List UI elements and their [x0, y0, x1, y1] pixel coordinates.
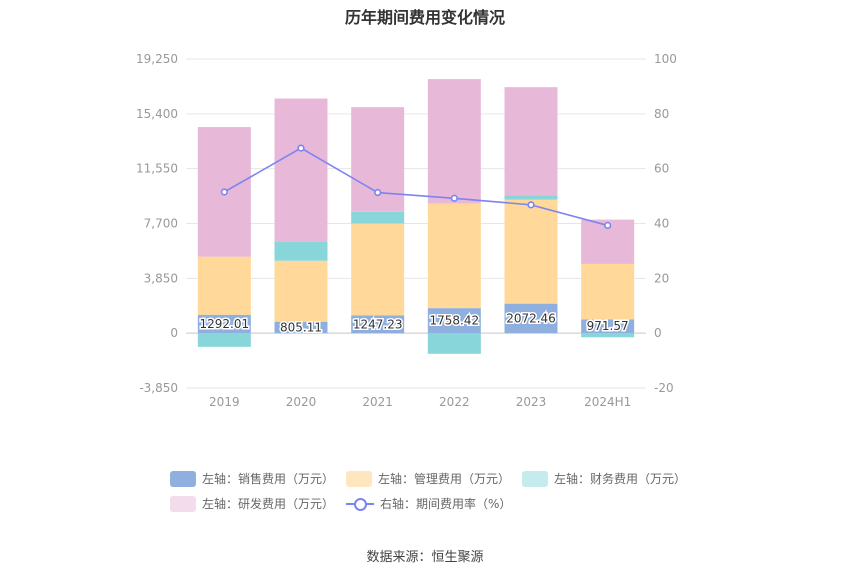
rate-point[interactable] — [374, 188, 382, 197]
bar-admin[interactable] — [581, 263, 635, 320]
legend-label-rd: 左轴：研发费用（万元） — [202, 497, 335, 511]
sales-data-label: 1292.01 — [200, 317, 250, 331]
bar-sales[interactable] — [274, 321, 328, 334]
legend-swatch-rd — [170, 495, 196, 512]
x-axis-tick-label: 2024H1 — [584, 395, 631, 409]
bar-sales[interactable] — [351, 315, 405, 334]
right-axis-tick-label: 80 — [654, 107, 669, 121]
legend-label-sales: 左轴：销售费用（万元） — [202, 472, 335, 486]
legend-item-admin[interactable]: 左轴：管理费用（万元） — [346, 470, 510, 487]
bar-finance[interactable] — [581, 333, 635, 338]
chart-plot: 19,250 100 15,400 80 11,550 60 7,700 40 3,850 20 0… — [136, 52, 677, 409]
x-axis-tick-label: 2019 — [209, 395, 240, 409]
rate-point[interactable] — [450, 194, 458, 202]
legend-item-finance[interactable]: 左轴：财务费用（万元） — [522, 470, 686, 487]
left-axis-tick-label: 15,400 — [136, 107, 178, 121]
bar-rd[interactable] — [504, 87, 558, 196]
bar-sales[interactable] — [504, 303, 558, 334]
sales-data-label: 971.57 — [587, 319, 629, 333]
legend: 左轴：销售费用（万元） 左轴：管理费用（万元） 左轴：财务费用（万元） 左轴：研… — [170, 470, 690, 520]
bar-sales[interactable] — [197, 314, 251, 334]
bar-admin[interactable] — [427, 203, 481, 309]
legend-label-rate: 右轴：期间费用率（%） — [380, 497, 512, 511]
rate-point[interactable] — [220, 188, 228, 196]
sales-data-label: 1758.42 — [430, 314, 480, 328]
bar-rd[interactable] — [274, 98, 328, 242]
left-axis-tick-label: -3,850 — [139, 381, 178, 395]
sales-data-label: 805.11 — [280, 320, 322, 334]
bar-finance[interactable] — [504, 195, 558, 200]
left-axis-tick-label: 11,550 — [136, 162, 178, 176]
x-axis-tick-label: 2023 — [516, 395, 547, 409]
bar-admin[interactable] — [197, 256, 251, 315]
sales-data-label: 1247.23 — [353, 317, 403, 331]
legend-item-rate[interactable]: 右轴：期间费用率（%） — [346, 495, 511, 512]
bar-admin[interactable] — [504, 199, 558, 304]
bar-sales[interactable] — [581, 319, 635, 334]
bar-finance[interactable] — [427, 333, 481, 354]
bar-finance[interactable] — [351, 211, 405, 224]
data-source: 数据来源：恒生聚源 — [366, 550, 484, 565]
legend-swatch-sales — [170, 470, 196, 487]
bar-sales[interactable] — [427, 308, 481, 334]
bar-rd[interactable] — [427, 79, 481, 204]
bar-rd[interactable] — [351, 107, 405, 212]
legend-item-sales[interactable]: 左轴：销售费用（万元） — [170, 470, 334, 487]
rate-line — [223, 147, 608, 227]
right-axis-tick-label: -20 — [654, 381, 674, 395]
rate-point[interactable] — [297, 144, 305, 152]
left-axis-tick-label: 0 — [170, 326, 178, 340]
right-axis-tick-label: 20 — [654, 271, 669, 285]
bar-finance[interactable] — [274, 241, 328, 261]
x-axis-tick-label: 2022 — [439, 395, 470, 409]
legend-item-rd[interactable]: 左轴：研发费用（万元） — [170, 495, 334, 512]
left-axis-tick-label: 19,250 — [136, 52, 178, 66]
legend-swatch-admin — [346, 470, 373, 487]
right-axis-tick-label: 40 — [654, 217, 669, 231]
x-axis-tick-label: 2020 — [286, 395, 317, 409]
sales-data-label: 2072.46 — [506, 311, 556, 325]
right-axis-tick-label: 100 — [654, 52, 677, 66]
x-axis-tick-label: 2021 — [362, 395, 393, 409]
legend-label-finance: 左轴：财务费用（万元） — [554, 472, 687, 486]
chart-title: 历年期间费用变化情况 — [344, 8, 505, 27]
legend-swatch-rate — [346, 496, 375, 512]
rate-point[interactable] — [527, 201, 535, 209]
left-axis-tick-label: 7,700 — [144, 217, 178, 231]
legend-swatch-finance — [522, 470, 549, 487]
rate-point[interactable] — [604, 221, 612, 230]
bar-admin[interactable] — [351, 223, 405, 316]
bar-finance[interactable] — [197, 333, 251, 347]
right-axis-tick-label: 0 — [654, 326, 662, 340]
left-axis-tick-label: 3,850 — [144, 271, 178, 285]
right-axis-tick-label: 60 — [654, 162, 669, 176]
bar-admin[interactable] — [274, 260, 328, 322]
legend-label-admin: 左轴：管理费用（万元） — [378, 472, 511, 486]
